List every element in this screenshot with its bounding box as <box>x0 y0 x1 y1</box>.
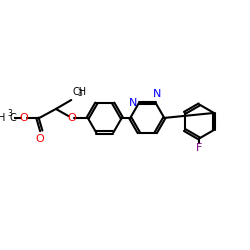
Text: C: C <box>10 113 16 123</box>
Text: N: N <box>153 89 161 99</box>
Text: O: O <box>35 134 44 144</box>
Text: N: N <box>128 98 137 108</box>
Text: F: F <box>196 143 202 153</box>
Text: O: O <box>20 113 28 123</box>
Text: O: O <box>67 113 76 123</box>
Text: 3: 3 <box>78 89 83 98</box>
Text: H: H <box>0 113 5 123</box>
Text: CH: CH <box>72 87 86 97</box>
Text: 3: 3 <box>8 109 12 118</box>
